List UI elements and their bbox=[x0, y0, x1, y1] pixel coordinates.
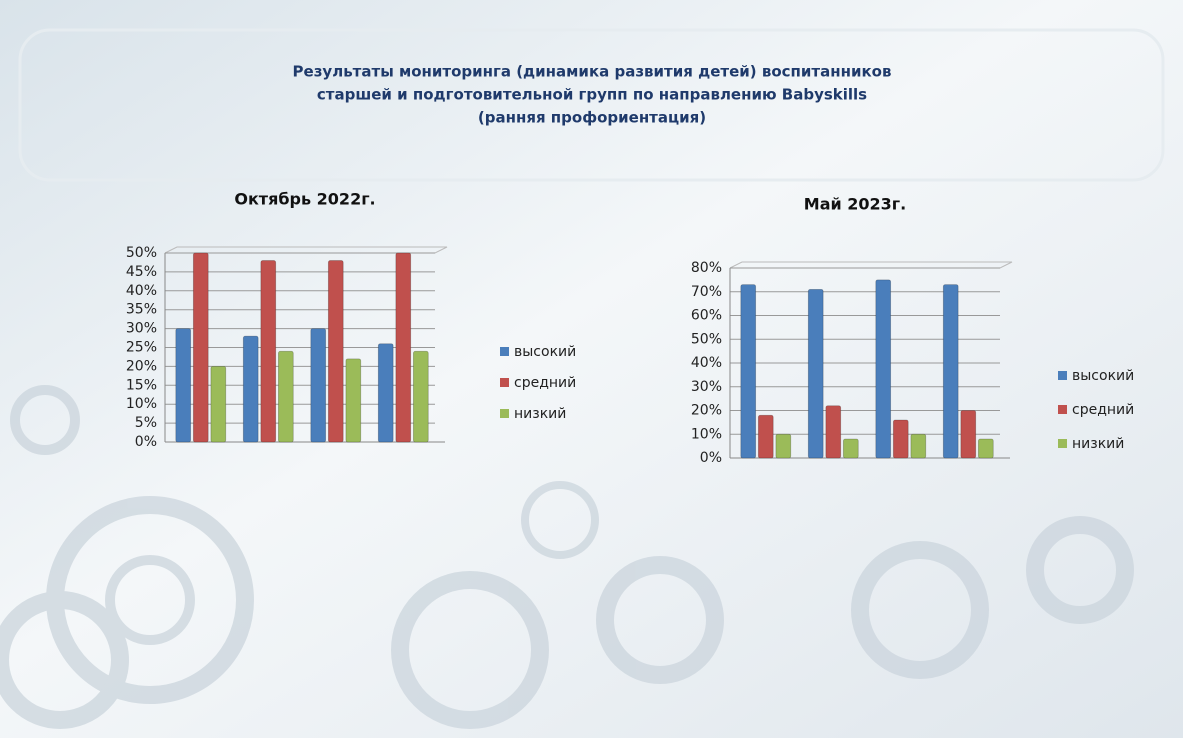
legend-label: средний bbox=[1072, 402, 1134, 418]
y-tick-label: 40% bbox=[691, 355, 722, 371]
y-tick-label: 40% bbox=[126, 283, 157, 299]
chart-title: Май 2023г. bbox=[804, 195, 906, 214]
bar bbox=[758, 415, 773, 458]
bar bbox=[978, 439, 993, 458]
y-tick-label: 15% bbox=[126, 377, 157, 393]
bar bbox=[243, 336, 258, 442]
y-tick-label: 20% bbox=[126, 358, 157, 374]
bar bbox=[843, 439, 858, 458]
legend-label: высокий bbox=[514, 344, 576, 360]
legend-swatch bbox=[500, 409, 509, 418]
y-tick-label: 45% bbox=[126, 264, 157, 280]
legend-swatch bbox=[500, 378, 509, 387]
y-tick-label: 80% bbox=[691, 260, 722, 276]
bar bbox=[328, 261, 343, 442]
legend-swatch bbox=[1058, 405, 1067, 414]
bar bbox=[211, 366, 226, 442]
bar bbox=[741, 285, 756, 458]
bar bbox=[261, 261, 276, 442]
y-tick-label: 60% bbox=[691, 308, 722, 324]
bar bbox=[278, 351, 293, 442]
bar bbox=[911, 434, 926, 458]
y-tick-label: 25% bbox=[126, 340, 157, 356]
y-tick-label: 50% bbox=[691, 331, 722, 347]
y-tick-label: 5% bbox=[135, 415, 157, 431]
bar bbox=[893, 420, 908, 458]
bar bbox=[311, 329, 326, 442]
legend-swatch bbox=[1058, 439, 1067, 448]
bar bbox=[413, 351, 428, 442]
bar bbox=[346, 359, 361, 442]
y-tick-label: 50% bbox=[126, 245, 157, 261]
slide-title: Результаты мониторинга (динамика развити… bbox=[293, 63, 892, 81]
y-tick-label: 0% bbox=[700, 450, 722, 466]
chart-title: Октябрь 2022г. bbox=[234, 190, 375, 209]
slide-title: старшей и подготовительной групп по напр… bbox=[317, 86, 867, 104]
bar bbox=[808, 289, 823, 458]
legend-label: высокий bbox=[1072, 368, 1134, 384]
y-tick-label: 20% bbox=[691, 403, 722, 419]
bar bbox=[943, 285, 958, 458]
bar bbox=[193, 253, 208, 442]
bar bbox=[961, 411, 976, 459]
bar bbox=[876, 280, 891, 458]
bar bbox=[378, 344, 393, 442]
legend-swatch bbox=[500, 347, 509, 356]
bar bbox=[826, 406, 841, 458]
bar bbox=[776, 434, 791, 458]
legend-swatch bbox=[1058, 371, 1067, 380]
y-tick-label: 10% bbox=[691, 426, 722, 442]
slide: Результаты мониторинга (динамика развити… bbox=[0, 0, 1183, 738]
legend-label: средний bbox=[514, 375, 576, 391]
legend-label: низкий bbox=[514, 406, 566, 422]
y-tick-label: 70% bbox=[691, 284, 722, 300]
bar bbox=[176, 329, 191, 442]
y-tick-label: 35% bbox=[126, 302, 157, 318]
y-tick-label: 10% bbox=[126, 396, 157, 412]
legend-label: низкий bbox=[1072, 436, 1124, 452]
y-tick-label: 0% bbox=[135, 434, 157, 450]
bar bbox=[396, 253, 411, 442]
slide-title: (ранняя профориентация) bbox=[478, 109, 706, 127]
y-tick-label: 30% bbox=[126, 321, 157, 337]
y-tick-label: 30% bbox=[691, 379, 722, 395]
